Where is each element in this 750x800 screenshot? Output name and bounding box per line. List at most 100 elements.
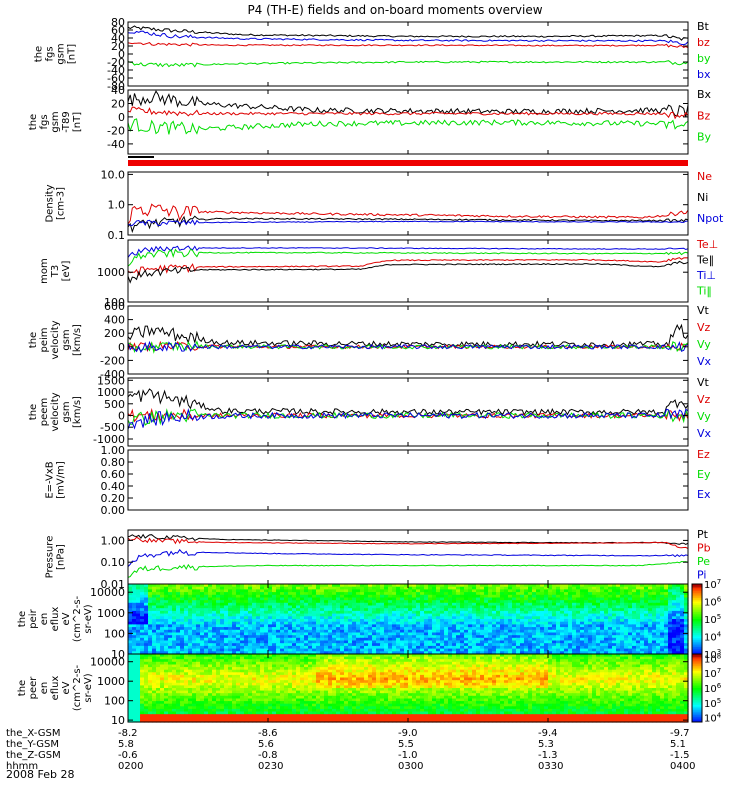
spectrogram-cell [516,643,521,647]
spectrogram-cell [168,616,173,620]
spectrogram-cell [648,597,653,601]
spectrogram-cell [528,656,533,660]
spectrogram-cell [552,584,557,588]
spectrogram-cell [592,589,597,593]
spectrogram-cell [248,621,253,625]
spectrogram-cell [380,619,385,623]
spectrogram-cell [420,643,425,647]
series-line-temperature-1 [127,260,689,284]
spectrogram-cell [632,643,637,647]
spectrogram-cell [312,600,317,604]
spectrogram-cell [584,602,589,607]
spectrogram-cell [156,619,161,623]
spectrogram-cell [140,664,145,668]
spectrogram-cell [284,664,289,668]
spectrogram-cell [464,627,469,631]
spectrogram-cell [620,592,625,596]
spectrogram-cell [400,613,405,617]
spectrogram-cell [272,637,277,642]
spectrogram-cell [420,645,425,650]
spectrogram-cell [252,627,257,631]
spectrogram-cell [668,592,673,596]
legend-entry: Vy [697,410,711,423]
spectrogram-cell [624,629,629,634]
spectrogram-cell [612,659,617,663]
spectrogram-cell [280,640,285,644]
spectrogram-cell [628,619,633,623]
spectrogram-cell [444,667,449,671]
spectrogram-cell [136,589,141,593]
spectrogram-cell [260,656,265,660]
spectrogram-cell [456,654,461,658]
spectrogram-cell [192,664,197,668]
spectrogram-cell [292,602,297,607]
spectrogram-cell [484,624,489,628]
spectrogram-cell [492,627,497,631]
spectrogram-cell [484,597,489,601]
spectrogram-cell [512,645,517,650]
spectrogram-cell [644,613,649,617]
spectrogram-cell [292,627,297,631]
spectrogram-cell [172,586,177,590]
spectrogram-cell [512,608,517,612]
spectrogram-cell [464,629,469,634]
spectrogram-cell [212,651,217,655]
spectrogram-cell [388,616,393,620]
spectrogram-cell [300,619,305,623]
spectrogram-cell [312,654,317,658]
spectrogram-cell [312,667,317,671]
spectrogram-cell [340,643,345,647]
spectrogram-cell [284,669,289,673]
spectrogram-cell [252,592,257,596]
spectrogram-cell [500,637,505,642]
y-tick-label: 1.0 [108,199,126,212]
spectrogram-cell [340,613,345,617]
spectrogram-cell [236,654,241,658]
spectrogram-cell [136,610,141,615]
spectrogram-cell [288,608,293,612]
spectrogram-cell [588,648,593,652]
spectrogram-cell [452,661,457,665]
spectrogram-cell [576,637,581,642]
spectrogram-cell [532,661,537,665]
spectrogram-cell [624,645,629,650]
spectrogram-cell [612,651,617,655]
spectrogram-cell [320,597,325,601]
spectrogram-cell [452,624,457,628]
spectrogram-cell [620,610,625,615]
spectrogram-cell [288,605,293,609]
spectrogram-cell [460,640,465,644]
y-tick-label: 40 [111,84,125,97]
spectrogram-cell [540,669,545,673]
spectrogram-cell [324,594,329,599]
spectrogram-cell [580,632,585,636]
spectrogram-cell [508,594,513,599]
spectrogram-cell [440,635,445,639]
spectrogram-cell [400,632,405,636]
spectrogram-cell [320,594,325,599]
spectrogram-cell [160,635,165,639]
spectrogram-cell [608,632,613,636]
series-line-peem-velocity-2 [127,408,689,426]
spectrogram-cell [428,654,433,658]
spectrogram-cell [228,613,233,617]
spectrogram-cell [484,619,489,623]
spectrogram-cell [672,592,677,596]
spectrogram-cell [544,635,549,639]
spectrogram-cell [180,635,185,639]
spectrogram-cell [492,645,497,650]
spectrogram-cell [452,589,457,593]
spectrogram-cell [308,589,313,593]
spectrogram-cell [592,627,597,631]
spectrogram-cell [480,602,485,607]
spectrogram-cell [664,610,669,615]
spectrogram-cell [460,637,465,642]
spectrogram-cell [584,592,589,596]
spectrogram-cell [148,613,153,617]
spectrogram-cell [400,608,405,612]
spectrogram-cell [188,669,193,673]
spectrogram-cell [580,584,585,588]
spectrogram-cell [396,602,401,607]
spectrogram-cell [228,619,233,623]
spectrogram-cell [472,627,477,631]
